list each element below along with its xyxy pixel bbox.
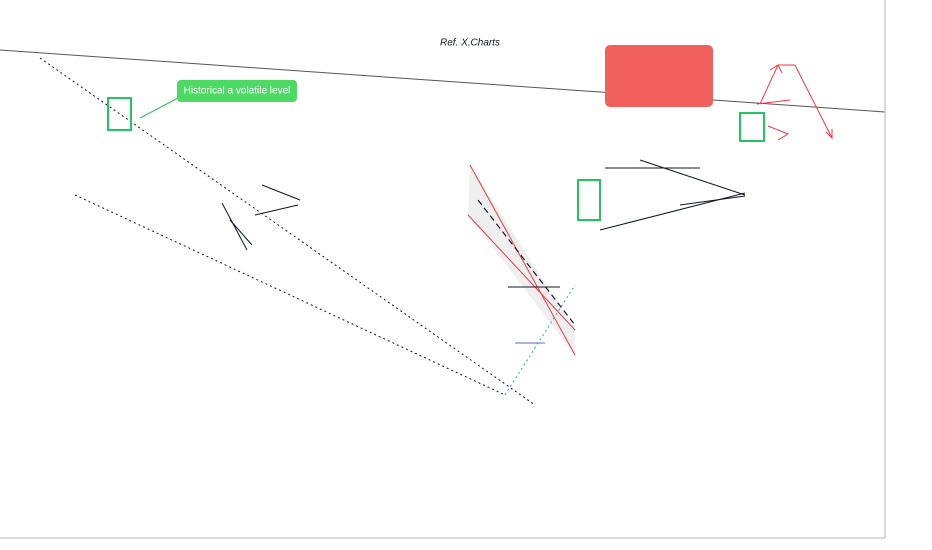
callout-box	[605, 45, 713, 107]
note: Historical a volatile level	[184, 86, 291, 97]
chart-title: Ref. X.Charts	[440, 38, 500, 49]
note-box	[177, 80, 297, 102]
drawings	[0, 49, 886, 406]
